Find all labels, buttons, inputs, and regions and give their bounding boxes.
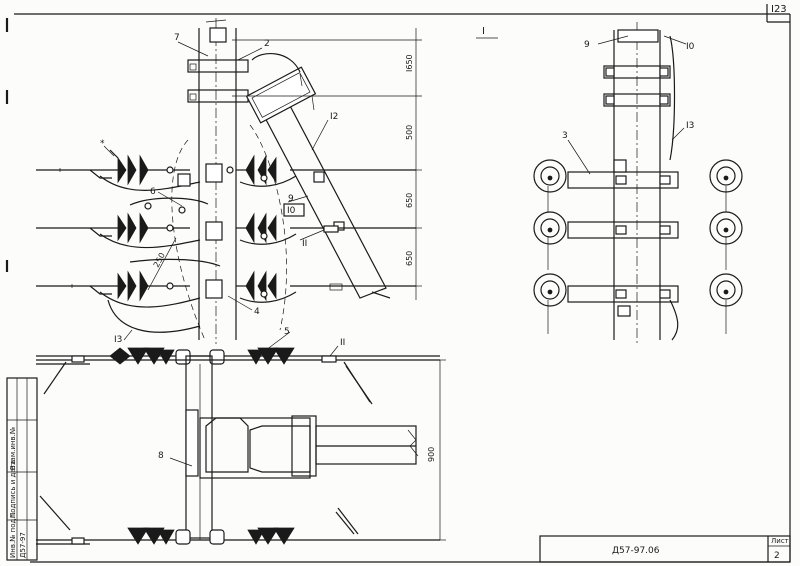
cross-arm-middle [547,221,727,270]
callout-10-right: I0 [686,42,695,52]
stamp-inventory-label: Инв.№ подл. [9,512,17,558]
dim-650-upper: 650 [405,193,414,208]
dim-1650: I650 [405,54,414,72]
sheet-value: 2 [774,551,780,561]
drawing-code: Д57-97.06 [612,546,660,556]
insulator-row-middle [36,197,416,249]
insulator-disc-br [709,273,743,307]
callout-9-right: 9 [584,40,590,50]
callout-11-plan: II [340,338,345,348]
callout-4: 4 [254,307,260,317]
sheet-label: Лист [771,537,789,545]
callout-7: 7 [174,33,180,43]
stamp-code: Д57-97 [19,532,27,558]
insulator-row-bottom [36,258,416,333]
insulator-disc-mr [709,211,743,245]
elevation-view: I650 500 650 650 250 7 2 * 6 I2 9 I0 II … [36,18,422,345]
callout-6: 6 [150,187,156,197]
insulator-disc-bl [533,273,567,307]
title-block: Д57-97.06 Лист 2 [539,535,791,563]
callout-8: 8 [158,451,164,461]
callout-13-right: I3 [686,121,694,131]
strut-clamp [323,225,339,233]
callout-10: I0 [287,206,296,216]
view-label-I: I [482,26,485,37]
approval-stamp-column: Инв.№ подл. Подпись и дата Взам.инв.№ Д5… [6,377,38,561]
strut [245,53,391,299]
callout-13-left: I3 [114,335,122,345]
callout-2: 2 [264,39,270,49]
insulator-disc-tl [533,159,567,193]
dim-650-lower: 650 [405,251,414,266]
callout-12: I2 [330,112,338,122]
callout-5: 5 [284,327,290,337]
callout-9: 9 [288,194,294,204]
callout-11-upper: II [302,239,307,249]
insulator-disc-tr [709,159,743,193]
insulator-disc-ml [533,211,567,245]
sheet-number-top: I23 [771,4,787,15]
callout-3: 3 [562,131,568,141]
dim-900: 900 [427,447,436,462]
dim-500: 500 [405,125,414,140]
vertical-dimensions: I650 500 650 650 [232,28,422,300]
stamp-replaced-label: Взам.инв.№ [9,427,17,470]
stamp-signature-label: Подпись и дата [9,460,17,518]
insulator-row-top [36,149,416,191]
plan-view: 900 5 II 8 [36,327,446,545]
dim-250: 250 [152,251,167,269]
callout-star: * [100,139,105,149]
sheet-frame [5,4,791,563]
view-I-side: 9 I0 3 I3 [533,22,743,344]
